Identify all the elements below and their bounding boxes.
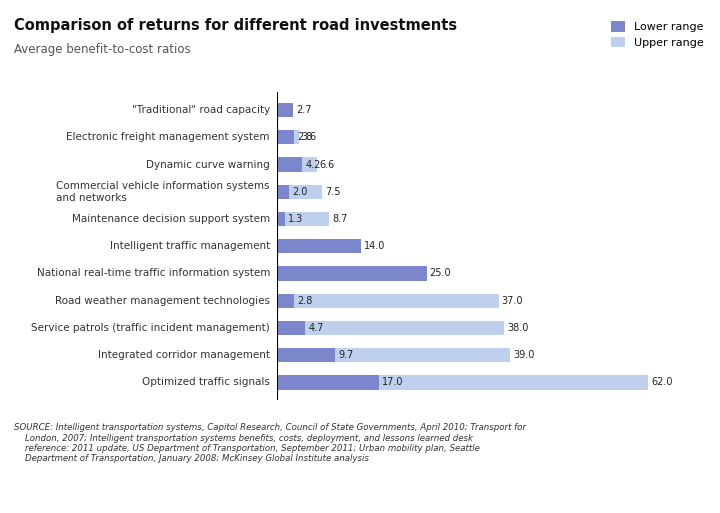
- Text: 8.7: 8.7: [332, 214, 348, 224]
- Text: SOURCE: Intelligent transportation systems, Capitol Research, Council of State G: SOURCE: Intelligent transportation syste…: [14, 423, 526, 463]
- Bar: [277, 348, 336, 362]
- Text: 6.6: 6.6: [320, 160, 335, 169]
- Text: 9.7: 9.7: [338, 350, 354, 360]
- Text: Integrated corridor management: Integrated corridor management: [98, 350, 270, 360]
- Text: Comparison of returns for different road investments: Comparison of returns for different road…: [14, 18, 457, 33]
- Text: 3.6: 3.6: [302, 132, 317, 142]
- Bar: [277, 130, 294, 144]
- Text: Service patrols (traffic incident management): Service patrols (traffic incident manage…: [31, 323, 270, 333]
- Text: Road weather management technologies: Road weather management technologies: [55, 295, 270, 306]
- Text: "Traditional" road capacity: "Traditional" road capacity: [132, 105, 270, 115]
- Bar: [277, 348, 510, 362]
- Bar: [277, 157, 302, 172]
- Text: Dynamic curve warning: Dynamic curve warning: [146, 160, 270, 169]
- Bar: [277, 321, 505, 335]
- Bar: [277, 239, 361, 253]
- Text: 38.0: 38.0: [508, 323, 529, 333]
- Text: Intelligent traffic management: Intelligent traffic management: [109, 241, 270, 251]
- Bar: [277, 376, 379, 389]
- Bar: [277, 130, 299, 144]
- Text: 39.0: 39.0: [513, 350, 535, 360]
- Text: 4.2: 4.2: [305, 160, 320, 169]
- Text: Average benefit-to-cost ratios: Average benefit-to-cost ratios: [14, 43, 191, 56]
- Text: 14.0: 14.0: [364, 241, 385, 251]
- Bar: [277, 293, 498, 308]
- Bar: [277, 266, 427, 281]
- Bar: [277, 212, 285, 226]
- Text: 17.0: 17.0: [382, 378, 403, 387]
- Text: 1.3: 1.3: [288, 214, 303, 224]
- Text: 62.0: 62.0: [651, 378, 672, 387]
- Bar: [277, 293, 294, 308]
- Legend: Lower range, Upper range: Lower range, Upper range: [611, 21, 703, 48]
- Text: 37.0: 37.0: [502, 295, 523, 306]
- Text: Commercial vehicle information systems
and networks: Commercial vehicle information systems a…: [56, 181, 270, 203]
- Text: 2.7: 2.7: [297, 105, 312, 115]
- Text: 7.5: 7.5: [325, 187, 341, 197]
- Text: 25.0: 25.0: [430, 268, 451, 279]
- Bar: [277, 185, 289, 199]
- Bar: [277, 212, 329, 226]
- Text: 2.8: 2.8: [297, 132, 312, 142]
- Bar: [277, 157, 317, 172]
- Bar: [277, 103, 293, 117]
- Bar: [277, 376, 648, 389]
- Text: National real-time traffic information system: National real-time traffic information s…: [37, 268, 270, 279]
- Bar: [277, 185, 322, 199]
- Text: 2.0: 2.0: [292, 187, 307, 197]
- Text: 2.8: 2.8: [297, 295, 312, 306]
- Text: 4.7: 4.7: [308, 323, 324, 333]
- Text: Optimized traffic signals: Optimized traffic signals: [142, 378, 270, 387]
- Text: Maintenance decision support system: Maintenance decision support system: [72, 214, 270, 224]
- Text: Electronic freight management system: Electronic freight management system: [66, 132, 270, 142]
- Bar: [277, 321, 305, 335]
